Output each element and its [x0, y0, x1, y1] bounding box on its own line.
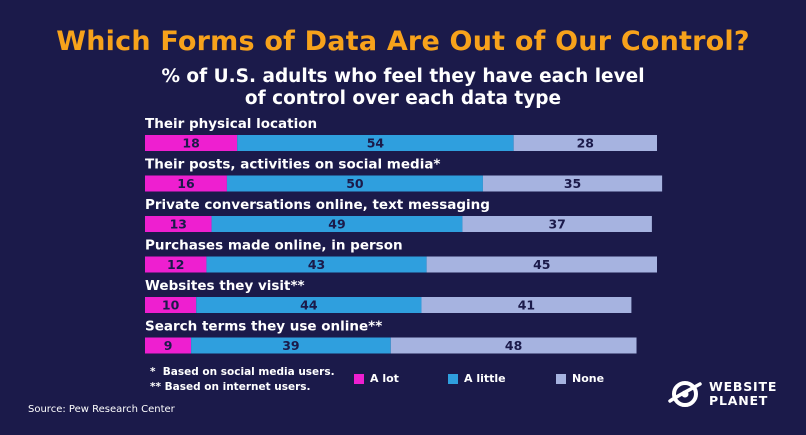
data-label-a-lot: 10: [162, 298, 180, 313]
legend-swatch-a-little: [448, 373, 458, 384]
data-label-a-lot: 9: [164, 338, 173, 353]
category-label: Purchases made online, in person: [145, 238, 403, 254]
legend-swatch-a-lot: [354, 373, 364, 384]
legend-item-a-little: A little: [448, 372, 506, 385]
bar-segment-a-little: [237, 135, 514, 151]
category-label: Their posts, activities on social media*: [145, 157, 441, 173]
footnote-social: * Based on social media users.: [150, 366, 335, 378]
bar-segment-a-little: [206, 256, 427, 273]
category-label: Search terms they use online**: [145, 319, 382, 335]
data-label-a-little: 49: [328, 217, 345, 232]
legend: A lot A little None: [0, 372, 806, 386]
logo-line-1: WEBSITE: [709, 379, 778, 394]
category-label: Their physical location: [145, 116, 317, 132]
data-label-a-lot: 18: [182, 136, 199, 151]
legend-label-a-lot: A lot: [370, 372, 399, 385]
data-label-none: 35: [564, 176, 581, 191]
website-planet-logo: WEBSITE PLANET: [667, 376, 777, 412]
bar-segment-a-lot: [145, 337, 192, 354]
bar-segment-a-little: [196, 297, 422, 313]
bar-segment-a-lot: [145, 175, 227, 192]
bar-segment-none: [482, 175, 663, 192]
data-label-none: 28: [577, 136, 594, 151]
category-label: Private conversations online, text messa…: [145, 197, 490, 213]
legend-item-none: None: [556, 372, 604, 385]
data-label-a-little: 44: [300, 298, 318, 313]
subtitle-line-1: % of U.S. adults who feel they have each…: [161, 66, 645, 87]
bar-segment-a-little: [211, 216, 463, 232]
bar-segment-none: [426, 256, 657, 273]
data-label-a-little: 43: [308, 257, 325, 272]
data-label-a-lot: 13: [170, 217, 187, 232]
bar-segment-a-lot: [145, 256, 207, 273]
bar-segment-none: [421, 297, 632, 313]
logo-text: WEBSITE PLANET: [709, 380, 777, 408]
bar-segment-a-little: [191, 337, 391, 354]
data-label-none: 45: [533, 257, 550, 272]
logo-line-2: PLANET: [709, 393, 769, 408]
data-label-none: 48: [505, 338, 522, 353]
bar-segment-a-little: [226, 175, 483, 192]
subtitle-line-2: of control over each data type: [244, 88, 562, 109]
legend-swatch-none: [556, 373, 566, 384]
bar-segment-none: [513, 135, 657, 151]
bar-segment-a-lot: [145, 216, 212, 232]
data-label-a-lot: 16: [177, 176, 195, 191]
footnotes: * Based on social media users. ** Based …: [150, 365, 335, 395]
bar-segment-a-lot: [145, 135, 238, 151]
bar-segment-none: [390, 337, 637, 354]
data-label-a-little: 39: [282, 338, 299, 353]
footnote-internet: ** Based on internet users.: [150, 381, 311, 393]
bar-segment-a-lot: [145, 297, 197, 313]
data-label-none: 37: [548, 217, 565, 232]
data-label-a-little: 50: [346, 176, 364, 191]
chart-subtitle: % of U.S. adults who feel they have each…: [0, 66, 806, 110]
legend-label-a-little: A little: [464, 372, 506, 385]
data-label-a-little: 54: [367, 136, 385, 151]
bar-segment-none: [462, 216, 652, 232]
data-label-a-lot: 12: [167, 257, 184, 272]
legend-label-none: None: [572, 372, 605, 385]
source-note: Source: Pew Research Center: [28, 404, 175, 415]
chart-title: Which Forms of Data Are Out of Our Contr…: [56, 26, 750, 57]
planet-logo-icon: [668, 381, 702, 407]
legend-item-a-lot: A lot: [354, 372, 399, 385]
data-label-none: 41: [518, 298, 535, 313]
category-label: Websites they visit**: [145, 278, 305, 294]
